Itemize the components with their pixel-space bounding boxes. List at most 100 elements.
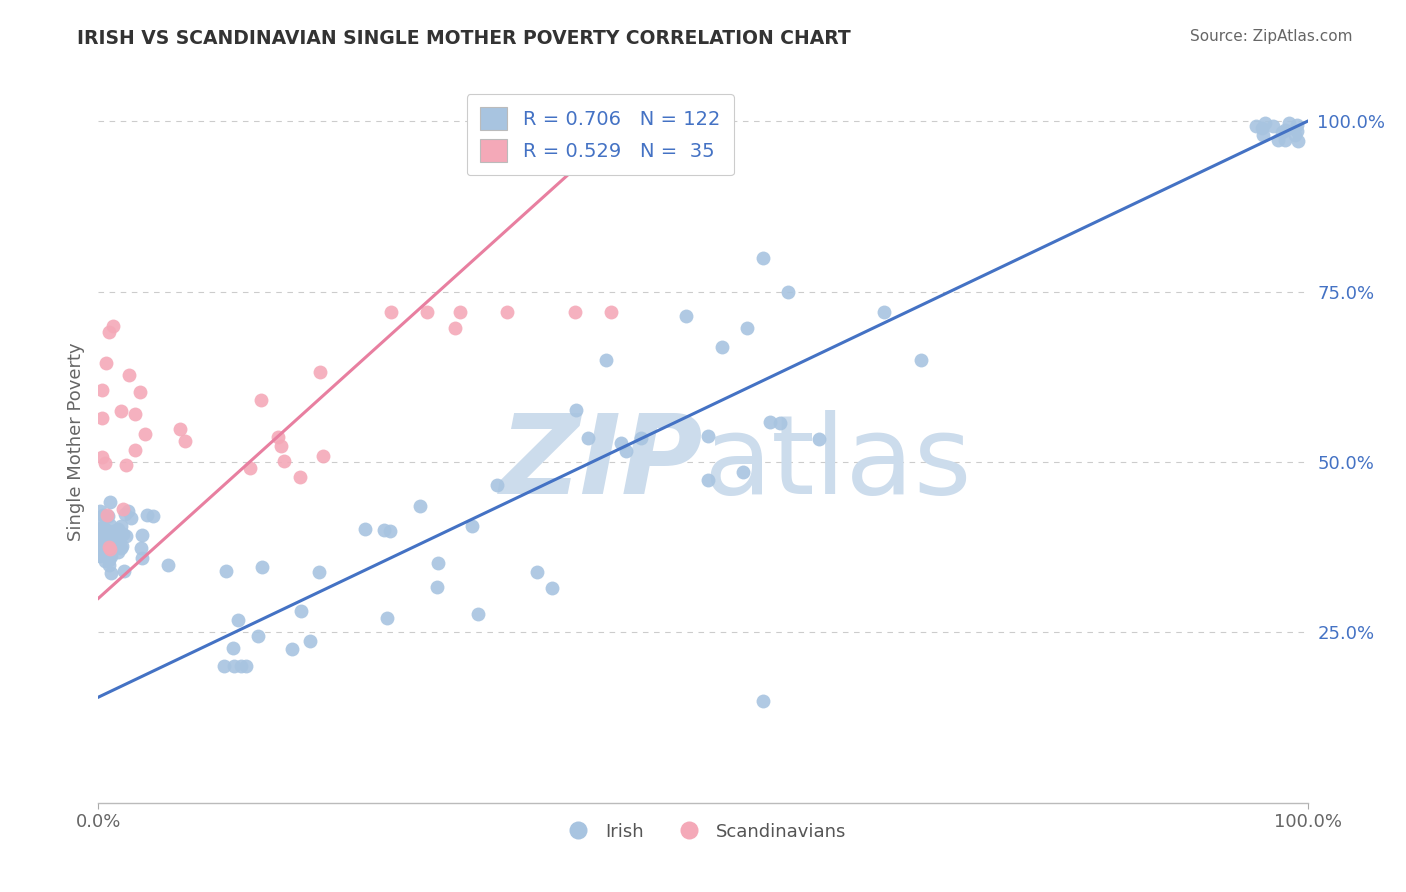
Point xyxy=(103,524,125,538)
Point xyxy=(298,634,321,648)
Point xyxy=(229,659,252,673)
Point xyxy=(600,305,623,319)
Point xyxy=(87,531,110,545)
Point xyxy=(408,499,430,513)
Point xyxy=(250,393,273,408)
Point xyxy=(104,532,127,546)
Y-axis label: Single Mother Poverty: Single Mother Poverty xyxy=(66,343,84,541)
Point xyxy=(131,527,153,541)
Point xyxy=(1286,134,1309,148)
Point xyxy=(93,540,115,554)
Point xyxy=(96,537,118,551)
Point xyxy=(576,431,599,445)
Point xyxy=(96,539,118,553)
Point xyxy=(461,519,484,533)
Point xyxy=(1271,125,1294,139)
Point xyxy=(112,501,135,516)
Point xyxy=(270,439,292,453)
Point xyxy=(131,541,153,556)
Point xyxy=(1251,128,1274,142)
Point xyxy=(142,508,165,523)
Point xyxy=(759,415,782,429)
Point xyxy=(89,513,111,527)
Point xyxy=(174,434,197,448)
Point xyxy=(90,521,112,535)
Point xyxy=(101,318,124,333)
Point xyxy=(97,526,120,541)
Point xyxy=(1267,133,1289,147)
Point xyxy=(96,534,118,549)
Point xyxy=(87,538,110,552)
Point xyxy=(267,430,290,444)
Point xyxy=(1284,128,1306,143)
Point xyxy=(169,422,191,436)
Point xyxy=(288,469,311,483)
Point xyxy=(93,554,115,568)
Point xyxy=(354,522,377,536)
Point xyxy=(752,693,775,707)
Point xyxy=(735,320,758,334)
Point xyxy=(444,320,467,334)
Point xyxy=(565,403,588,417)
Point xyxy=(1250,121,1272,136)
Point xyxy=(378,524,401,539)
Point xyxy=(91,450,114,465)
Point xyxy=(768,417,790,431)
Point xyxy=(1277,116,1299,130)
Point xyxy=(89,549,111,563)
Point xyxy=(110,541,132,556)
Point xyxy=(101,537,124,551)
Point xyxy=(239,461,262,475)
Point xyxy=(91,539,114,553)
Point xyxy=(134,426,156,441)
Point xyxy=(96,534,118,549)
Point xyxy=(98,495,121,509)
Point xyxy=(696,473,718,487)
Point xyxy=(1261,119,1284,133)
Point xyxy=(215,564,238,578)
Point xyxy=(100,535,122,549)
Point xyxy=(98,533,121,548)
Point xyxy=(108,528,131,542)
Point xyxy=(111,527,134,541)
Point xyxy=(710,340,733,354)
Point xyxy=(110,404,132,418)
Point xyxy=(91,548,114,562)
Point xyxy=(808,432,831,446)
Point xyxy=(308,565,330,579)
Point xyxy=(115,458,138,473)
Point xyxy=(89,504,111,518)
Point xyxy=(93,522,115,536)
Point xyxy=(776,285,799,299)
Point xyxy=(100,566,122,580)
Point xyxy=(136,508,159,522)
Point xyxy=(312,449,335,463)
Point xyxy=(426,557,449,571)
Point xyxy=(101,538,124,552)
Point xyxy=(309,366,332,380)
Point xyxy=(91,508,114,522)
Point xyxy=(120,511,142,525)
Point xyxy=(91,526,114,541)
Point xyxy=(94,522,117,536)
Point xyxy=(101,536,124,550)
Point xyxy=(235,659,257,673)
Point xyxy=(467,607,489,622)
Point xyxy=(98,553,121,567)
Point xyxy=(108,535,131,549)
Point xyxy=(610,436,633,450)
Point xyxy=(131,551,153,566)
Point xyxy=(94,456,117,470)
Point xyxy=(111,539,134,553)
Point xyxy=(226,613,249,627)
Point xyxy=(97,541,120,555)
Point xyxy=(1286,123,1309,137)
Point xyxy=(675,309,697,323)
Point xyxy=(485,478,508,492)
Point xyxy=(98,325,121,339)
Point xyxy=(91,383,114,397)
Point xyxy=(91,411,114,425)
Point xyxy=(98,518,121,533)
Point xyxy=(630,431,652,445)
Legend: Irish, Scandinavians: Irish, Scandinavians xyxy=(553,815,853,848)
